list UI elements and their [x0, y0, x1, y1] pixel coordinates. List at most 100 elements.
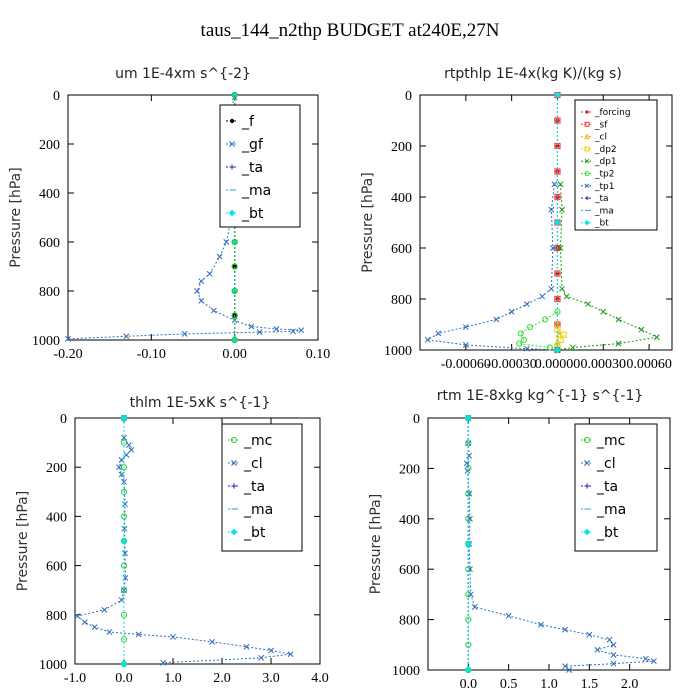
data-point [584, 171, 590, 176]
x-tick-label: 0.5 [500, 677, 518, 692]
data-point [539, 293, 546, 300]
data-point [584, 133, 590, 140]
data-point [231, 263, 238, 270]
y-tick-label: 800 [391, 293, 412, 308]
x-tick-label: -1.0 [64, 671, 86, 686]
data-point [231, 287, 238, 295]
data-point [231, 238, 238, 246]
y-tick-label: 0 [405, 89, 412, 104]
legend-label: _cl [243, 456, 263, 472]
x-tick-label: 0.00060 [626, 357, 672, 372]
y-tick-label: 600 [391, 242, 412, 257]
legend: _mc _cl _ta _ma _bt [574, 423, 658, 552]
data-point [554, 219, 561, 226]
data-point [594, 646, 601, 653]
data-point [466, 490, 473, 497]
legend-label: _gf [241, 137, 264, 153]
data-point [290, 328, 296, 335]
data-point [435, 330, 442, 337]
y-tick-label: 200 [399, 462, 420, 477]
y-tick-label: 400 [399, 513, 420, 528]
legend-label: _dp1 [594, 157, 617, 167]
data-point [232, 264, 237, 269]
panel-title: rtm 1E-8xkg kg^{-1} s^{-1} [437, 388, 644, 404]
data-point [526, 323, 534, 331]
data-point [125, 442, 132, 449]
y-tick-label: 200 [46, 461, 67, 476]
data-point [121, 479, 127, 485]
data-point [584, 460, 590, 466]
data-point [74, 613, 81, 619]
data-point [537, 621, 544, 628]
data-point [206, 270, 213, 277]
data-point [122, 550, 128, 557]
data-point [287, 651, 294, 658]
y-axis-label: Pressure [hPa] [360, 172, 376, 272]
data-point [256, 329, 263, 336]
data-point [653, 334, 660, 341]
data-point [583, 436, 591, 444]
data-point [516, 340, 523, 347]
y-axis-label: Pressure [hPa] [368, 494, 384, 594]
legend-label: _tp1 [594, 182, 614, 192]
data-point [585, 110, 589, 114]
x-tick-label: 0.00000 [535, 357, 581, 372]
legend-label: _bt [596, 525, 619, 541]
data-point [606, 636, 613, 643]
data-point [584, 219, 590, 226]
data-point [231, 483, 237, 489]
y-tick-label: 800 [399, 614, 420, 629]
data-point [562, 626, 569, 633]
data-point [638, 326, 645, 333]
data-point [551, 181, 558, 188]
legend-label: _f [241, 114, 255, 130]
x-tick-label: 0.10 [306, 347, 331, 362]
legend-label: _ma [243, 502, 273, 518]
panel-title: rtpthlp 1E-4x(kg K)/(kg s) [444, 66, 622, 82]
data-point [542, 316, 549, 323]
x-tick-label: 0.0 [460, 677, 478, 692]
legend-label: _dp2 [594, 145, 617, 155]
legend: _mc _cl _ta _ma _bt [221, 423, 303, 552]
series-line [518, 311, 558, 351]
data-point [465, 414, 472, 422]
data-point [557, 245, 564, 251]
series-dp2 [554, 326, 567, 350]
series-bt [465, 414, 472, 674]
data-point [523, 345, 530, 352]
data-point [566, 667, 573, 673]
panel-title: um 1E-4xm s^{-2} [115, 66, 251, 82]
panel-2: rtpthlp 1E-4x(kg K)/(kg s) 0 200 400 600 800 1… [360, 66, 673, 372]
series-line [466, 418, 655, 671]
data-point [548, 206, 555, 213]
panel-3: thlm 1E-5xK s^{-1} 0 200 400 600 800 1000-1.0 0… [15, 395, 329, 686]
panel-4: rtm 1E-8xkg kg^{-1} s^{-1} 0 200 400 600 800 1… [368, 388, 671, 692]
data-point [584, 121, 590, 127]
panel-title: thlm 1E-5xK s^{-1} [130, 395, 271, 411]
y-tick-label: 1000 [384, 344, 412, 359]
data-point [120, 464, 128, 471]
data-point [554, 308, 561, 315]
data-point [548, 285, 555, 292]
y-tick-label: 200 [391, 140, 412, 155]
plot-frame [74, 417, 321, 665]
series-bt [554, 91, 561, 354]
legend: _f _gf _ta _ma _bt [219, 104, 301, 228]
data-point [231, 460, 237, 466]
data-point [81, 619, 88, 626]
legend: _forcing _sf _cl _dp2 _dp1 _tp2 _tp1 _ta _ma _bt [574, 99, 658, 231]
data-point [209, 638, 216, 645]
data-point [160, 659, 167, 666]
y-tick-label: 0 [60, 412, 67, 427]
data-point [123, 333, 130, 340]
legend-label: _ta [596, 479, 618, 495]
data-point [465, 440, 472, 447]
x-tick-label: 0.0 [115, 671, 133, 686]
data-point [135, 631, 142, 638]
x-tick-label: 3.0 [262, 671, 280, 686]
data-point [466, 515, 473, 522]
data-point [546, 344, 553, 351]
data-point [471, 604, 478, 610]
y-tick-label: 400 [39, 187, 60, 202]
data-point [584, 183, 590, 189]
